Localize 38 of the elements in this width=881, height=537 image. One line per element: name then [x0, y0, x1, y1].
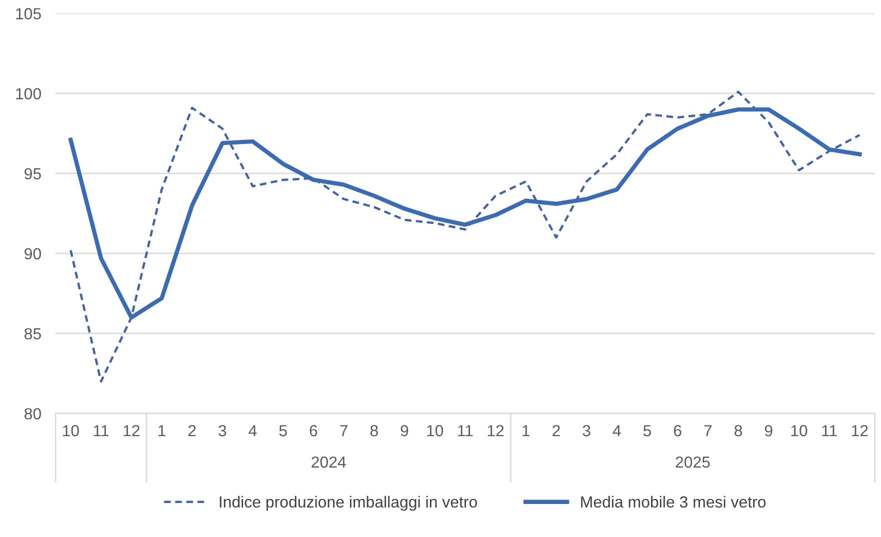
- x-tick-label: 8: [370, 425, 378, 436]
- x-tick-label: 3: [582, 425, 590, 436]
- x-tick-label: 2: [188, 425, 196, 436]
- y-tick-label: 85: [24, 328, 41, 340]
- x-tick-label: 3: [218, 425, 226, 436]
- x-tick-label: 10: [791, 425, 808, 436]
- text: 2024: [312, 456, 346, 468]
- legend-label: Indice produzione imballaggi in vetro: [220, 496, 477, 511]
- x-tick-label: 5: [643, 425, 652, 436]
- legend-label: Media mobile 3 mesi vetro: [581, 496, 766, 508]
- x-tick-label: 5: [279, 425, 287, 436]
- y-tick-label: 100: [16, 88, 41, 100]
- x-tick-label: 1: [522, 425, 530, 436]
- x-tick-label: 10: [427, 425, 444, 436]
- x-tick-label: 10: [63, 425, 79, 436]
- y-tick-label: 105: [16, 8, 41, 20]
- y-tick-label: 95: [24, 168, 41, 180]
- x-tick-label: 12: [852, 425, 868, 436]
- x-tick-label: 4: [612, 425, 621, 436]
- x-tick-label: 7: [340, 425, 348, 436]
- x-tick-label: 9: [400, 425, 408, 436]
- x-tick-label: 9: [764, 425, 772, 436]
- x-tick-label: 8: [734, 425, 742, 436]
- x-tick-label: 7: [704, 425, 712, 436]
- x-tick-label: 6: [674, 425, 682, 436]
- x-tick-label: 4: [248, 425, 257, 436]
- x-tick-label: 2: [552, 425, 560, 436]
- y-tick-label: 80: [24, 408, 41, 420]
- x-tick-label: 11: [94, 425, 109, 436]
- x-tick-label: 11: [822, 425, 837, 436]
- y-tick-label: 90: [24, 248, 41, 260]
- x-tick-label: 1: [158, 425, 166, 436]
- text: 2025: [676, 456, 710, 468]
- x-tick-label: 12: [124, 425, 140, 436]
- x-tick-label: 12: [488, 425, 504, 436]
- x-tick-label: 11: [458, 425, 473, 436]
- line-series: [70, 90, 861, 383]
- x-tick-label: 6: [310, 425, 318, 436]
